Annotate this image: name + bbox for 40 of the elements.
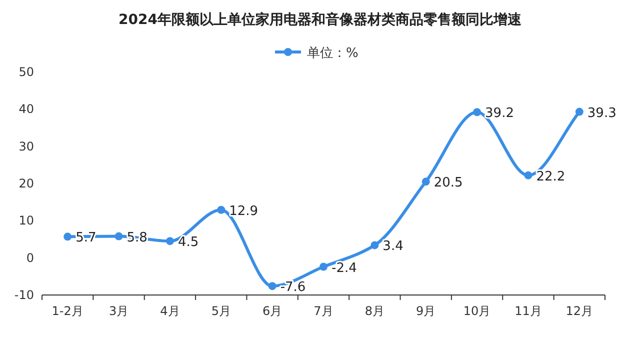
point — [422, 178, 430, 186]
data-label: 3.4 — [382, 239, 404, 254]
data-label: 39.3 — [587, 106, 616, 121]
legend-label: 单位：% — [307, 46, 358, 61]
y-tick-label: 30 — [18, 139, 34, 154]
x-tick-label: 9月 — [416, 304, 436, 318]
point — [370, 241, 379, 250]
x-tick-label: 3月 — [108, 304, 129, 318]
x-tick-label: 4月 — [160, 304, 180, 318]
data-label: 39.2 — [485, 106, 514, 122]
point — [166, 237, 174, 246]
point — [114, 232, 123, 240]
data-label: -2.4 — [332, 260, 357, 276]
x-tick-label: 10月 — [463, 304, 491, 318]
chart-title: 2024年限额以上单位家用电器和音像器材类商品零售额同比增速 — [118, 11, 522, 28]
point — [268, 282, 276, 290]
data-label: 12.9 — [229, 204, 258, 219]
data-label: 20.5 — [434, 176, 463, 191]
data-label: -7.6 — [280, 280, 306, 296]
point — [217, 206, 226, 214]
x-tick-label: 8月 — [364, 304, 384, 318]
y-tick-label: 40 — [18, 102, 34, 116]
point — [575, 108, 584, 116]
data-label: 4.5 — [178, 235, 199, 250]
y-tick-label: 10 — [18, 214, 34, 228]
y-tick-label: -10 — [14, 288, 34, 302]
point — [320, 262, 328, 271]
data-label: 22.2 — [536, 169, 566, 184]
x-tick-label: 6月 — [262, 304, 282, 318]
point — [64, 232, 72, 241]
x-tick-label: 1-2月 — [52, 304, 84, 318]
point — [473, 108, 482, 116]
x-tick-label: 7月 — [314, 304, 334, 318]
x-tick-label: 11月 — [514, 304, 542, 318]
point — [524, 171, 532, 180]
y-tick-label: 20 — [18, 176, 34, 190]
x-tick-label: 12月 — [566, 304, 594, 318]
y-tick-label: 50 — [18, 65, 34, 79]
y-tick-label: 0 — [26, 250, 34, 265]
x-tick-label: 5月 — [211, 304, 231, 318]
